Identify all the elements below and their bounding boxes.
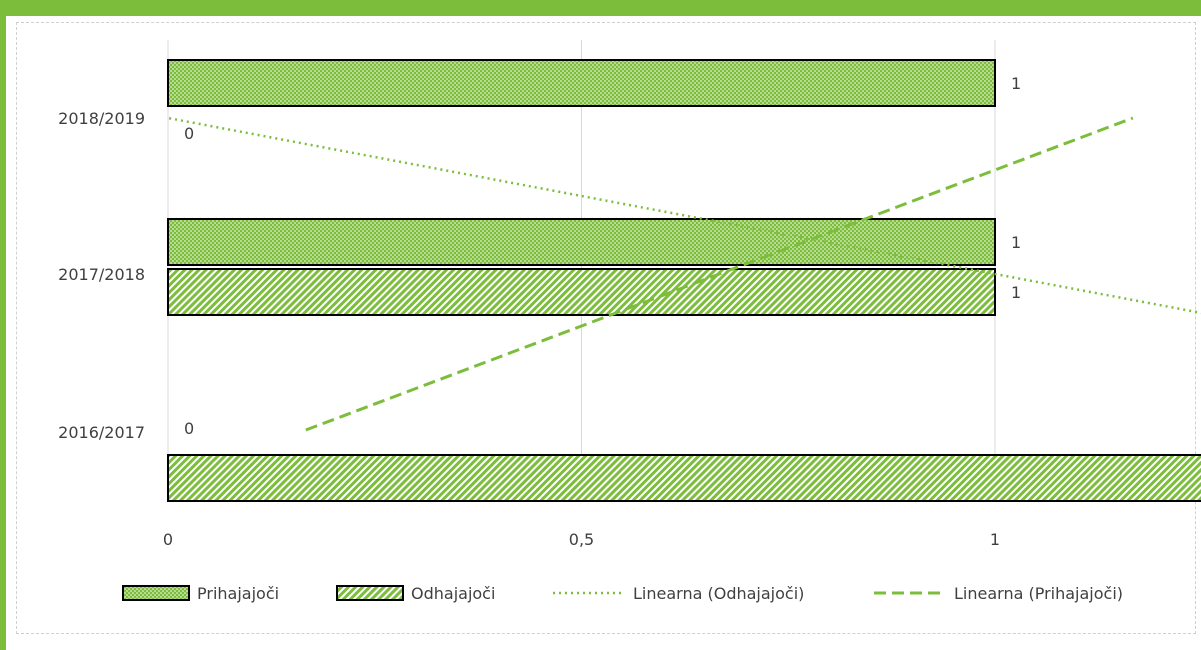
y-tick-label: 2017/2018 (58, 265, 145, 284)
y-tick-label: 2016/2017 (58, 423, 145, 442)
x-tick-label: 0,5 (569, 530, 594, 549)
bar-prihajajoči (167, 218, 996, 266)
legend-label: Linearna (Odhajajoči) (633, 584, 804, 603)
y-tick-label: 2018/2019 (58, 109, 145, 128)
legend: Prihajajoči Odhajajoči Linearna (Odhajajoč… (122, 584, 1123, 603)
left-accent-bar (0, 0, 6, 650)
bar-prihajajoči (167, 59, 996, 107)
legend-label: Prihajajoči (197, 584, 279, 603)
legend-label: Linearna (Prihajajoči) (954, 584, 1123, 603)
data-labels: 011210 (184, 74, 1021, 438)
x-tick-label: 1 (990, 530, 1000, 549)
trendline-prihajajoči (305, 116, 1134, 432)
bars (167, 59, 1201, 502)
chart-frame (16, 22, 1196, 634)
top-accent-bar (0, 0, 1201, 16)
data-label: 1 (1011, 233, 1021, 252)
data-label: 1 (1011, 74, 1021, 93)
bar-odhajajoči (167, 454, 1201, 502)
data-label: 0 (184, 419, 194, 438)
trendlines (167, 116, 1201, 432)
data-label: 0 (184, 124, 194, 143)
legend-swatch (336, 585, 404, 601)
x-tick-label: 0 (163, 530, 173, 549)
legend-swatch (122, 585, 190, 601)
bar-odhajajoči (167, 268, 996, 316)
data-label: 1 (1011, 283, 1021, 302)
legend-label: Odhajajoči (411, 584, 495, 603)
trendline-odhajajoči (167, 116, 1201, 315)
